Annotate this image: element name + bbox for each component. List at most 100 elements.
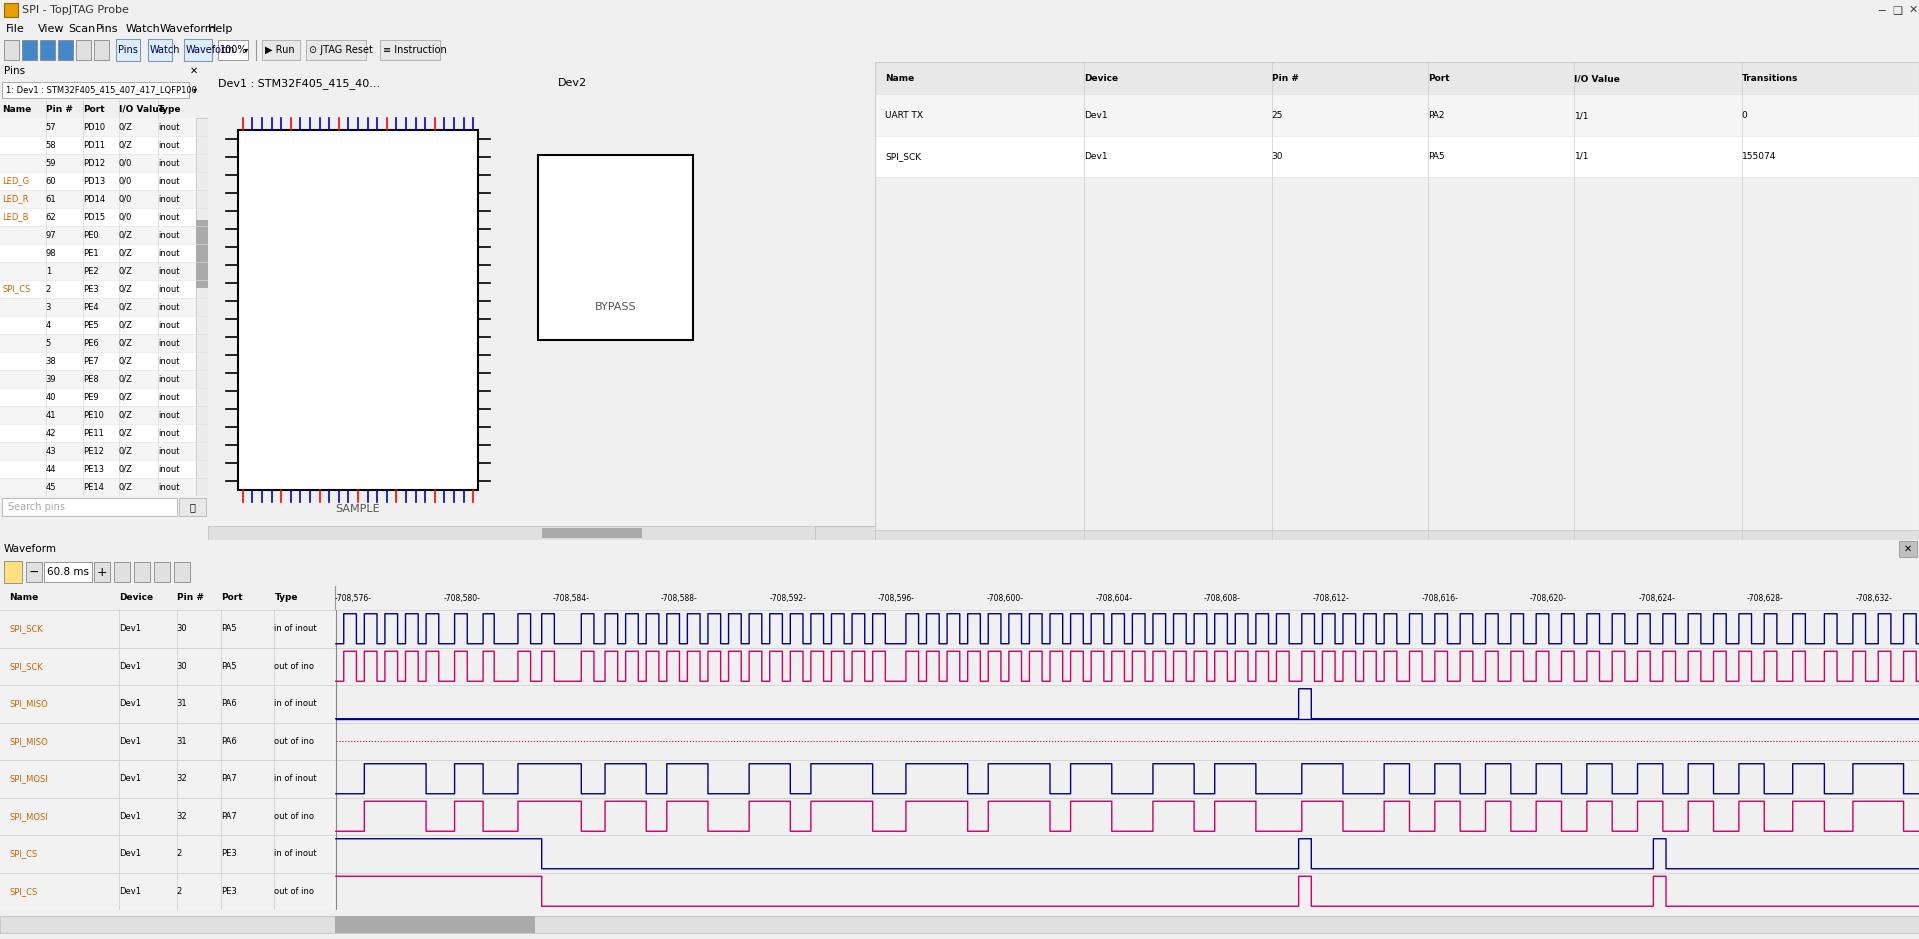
Text: Pin #: Pin # bbox=[1272, 74, 1299, 84]
Text: -708,604-: -708,604- bbox=[1096, 593, 1132, 603]
Text: PA7: PA7 bbox=[221, 811, 236, 821]
Text: 30: 30 bbox=[177, 624, 188, 633]
Text: 97: 97 bbox=[46, 230, 56, 239]
Bar bbox=[2, 82, 190, 98]
Text: Dev1: Dev1 bbox=[119, 737, 140, 746]
Text: inout: inout bbox=[157, 177, 180, 186]
Text: 0/Z: 0/Z bbox=[119, 465, 132, 473]
Text: 32: 32 bbox=[177, 811, 188, 821]
Bar bbox=[175, 562, 190, 582]
Text: PD14: PD14 bbox=[83, 194, 106, 204]
Text: 2: 2 bbox=[46, 285, 52, 294]
Bar bbox=[4, 561, 21, 583]
Text: PE5: PE5 bbox=[83, 320, 98, 330]
Text: PE2: PE2 bbox=[83, 267, 98, 275]
Text: Type: Type bbox=[157, 104, 182, 114]
Text: ⊙ JTAG Reset: ⊙ JTAG Reset bbox=[309, 45, 372, 55]
Text: SPI_SCK: SPI_SCK bbox=[10, 662, 44, 670]
Text: inout: inout bbox=[157, 141, 180, 149]
Text: 5: 5 bbox=[46, 338, 52, 347]
Bar bbox=[0, 648, 336, 685]
Bar bbox=[178, 499, 205, 516]
Bar bbox=[113, 562, 130, 582]
Text: Dev1: Dev1 bbox=[119, 624, 140, 633]
Text: LED_G: LED_G bbox=[2, 177, 29, 186]
Text: 59: 59 bbox=[46, 159, 56, 167]
Text: PE13: PE13 bbox=[83, 465, 104, 473]
Text: SPI_SCK: SPI_SCK bbox=[10, 624, 44, 633]
Bar bbox=[207, 526, 875, 540]
Text: PE12: PE12 bbox=[83, 447, 104, 455]
Text: ✕: ✕ bbox=[1894, 66, 1902, 76]
Bar bbox=[1900, 541, 1917, 557]
Text: PE14: PE14 bbox=[83, 483, 104, 491]
Text: Dev1: Dev1 bbox=[119, 700, 140, 708]
Text: inout: inout bbox=[157, 122, 180, 131]
Text: 155074: 155074 bbox=[1742, 152, 1775, 161]
Text: PA6: PA6 bbox=[221, 700, 236, 708]
Text: PD13: PD13 bbox=[83, 177, 106, 186]
Bar bbox=[0, 118, 196, 136]
Text: 62: 62 bbox=[46, 212, 56, 222]
Text: 0/0: 0/0 bbox=[119, 177, 132, 186]
Text: 41: 41 bbox=[46, 410, 56, 420]
Text: PE0: PE0 bbox=[83, 230, 98, 239]
Text: SPI_MOSI: SPI_MOSI bbox=[10, 811, 48, 821]
Text: BYPASS: BYPASS bbox=[595, 302, 637, 312]
Bar bbox=[4, 3, 17, 17]
Bar bbox=[154, 562, 171, 582]
Text: SPI_SCK: SPI_SCK bbox=[885, 152, 921, 161]
Text: 25: 25 bbox=[1272, 112, 1284, 120]
Bar bbox=[0, 262, 196, 280]
Text: Port: Port bbox=[83, 104, 106, 114]
Text: 42: 42 bbox=[46, 428, 56, 438]
Text: 0/Z: 0/Z bbox=[119, 338, 132, 347]
Text: Name: Name bbox=[10, 593, 38, 603]
Bar bbox=[0, 190, 196, 208]
Bar bbox=[0, 797, 336, 835]
Bar bbox=[0, 172, 196, 190]
Bar bbox=[219, 40, 248, 59]
Text: 0/0: 0/0 bbox=[119, 159, 132, 167]
Text: -708,580-: -708,580- bbox=[443, 593, 480, 603]
Text: I/O Value: I/O Value bbox=[119, 104, 165, 114]
Text: ▾: ▾ bbox=[194, 85, 198, 95]
Text: ✕: ✕ bbox=[1904, 544, 1911, 554]
Text: PE8: PE8 bbox=[83, 375, 100, 383]
Bar bbox=[44, 562, 92, 582]
Bar bbox=[0, 154, 196, 172]
Text: Type: Type bbox=[274, 593, 297, 603]
Bar bbox=[336, 916, 535, 933]
Text: 1: 1 bbox=[46, 267, 52, 275]
Text: Pins: Pins bbox=[96, 24, 119, 34]
Text: Dev1: Dev1 bbox=[119, 811, 140, 821]
Text: LED_B: LED_B bbox=[2, 212, 29, 222]
Text: SPI_MISO: SPI_MISO bbox=[10, 700, 48, 708]
Text: 31: 31 bbox=[177, 700, 188, 708]
Bar bbox=[0, 916, 1919, 933]
Text: inout: inout bbox=[157, 465, 180, 473]
Bar bbox=[0, 685, 336, 722]
Text: PA7: PA7 bbox=[221, 775, 236, 783]
Bar bbox=[184, 39, 211, 61]
Text: Dev1: Dev1 bbox=[1084, 112, 1107, 120]
Text: ▶ Run: ▶ Run bbox=[265, 45, 296, 55]
Bar bbox=[0, 872, 336, 910]
Text: ─: ─ bbox=[1877, 5, 1884, 15]
Text: inout: inout bbox=[157, 357, 180, 365]
Bar bbox=[0, 334, 196, 352]
Text: Name: Name bbox=[2, 104, 31, 114]
Text: -708,612-: -708,612- bbox=[1313, 593, 1349, 603]
Text: SPI_MISO: SPI_MISO bbox=[10, 737, 48, 746]
Text: SPI_CS: SPI_CS bbox=[2, 285, 31, 294]
Bar bbox=[380, 40, 439, 59]
Bar bbox=[0, 136, 196, 154]
Text: inout: inout bbox=[157, 410, 180, 420]
Bar bbox=[2, 499, 177, 516]
Bar bbox=[0, 280, 196, 298]
Bar bbox=[115, 39, 140, 61]
Text: inout: inout bbox=[157, 375, 180, 383]
Text: 0/Z: 0/Z bbox=[119, 447, 132, 455]
Text: 60.8 ms: 60.8 ms bbox=[46, 567, 88, 577]
Text: 0/0: 0/0 bbox=[119, 212, 132, 222]
